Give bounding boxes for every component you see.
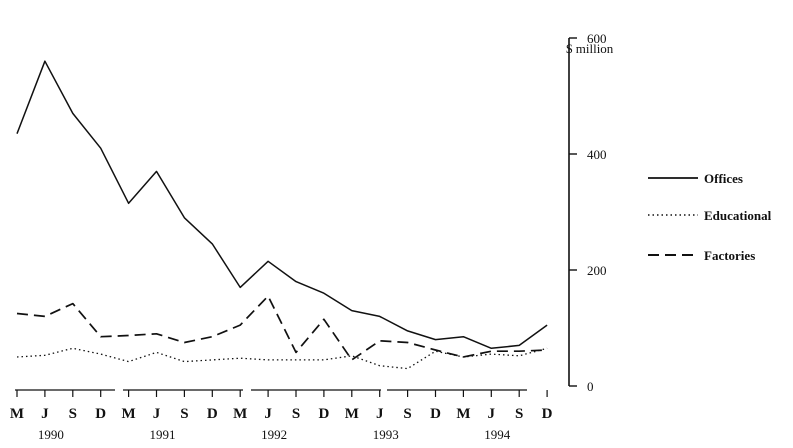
x-tick-label: S <box>403 406 411 422</box>
legend-label-educational: Educational <box>704 208 772 223</box>
x-tick-label: J <box>153 406 161 422</box>
x-tick-label: S <box>292 406 300 422</box>
y-tick-label: 600 <box>587 31 607 46</box>
y-axis-unit-label: $ million <box>566 41 614 56</box>
year-label: 1991 <box>150 427 176 442</box>
legend-label-factories: Factories <box>704 248 755 263</box>
x-tick-label: M <box>456 406 470 422</box>
x-tick-label: J <box>264 406 272 422</box>
x-tick-label: S <box>180 406 188 422</box>
y-tick-label: 200 <box>587 263 607 278</box>
legend-label-offices: Offices <box>704 171 743 186</box>
y-tick-label: 0 <box>587 379 594 394</box>
x-tick-label: S <box>515 406 523 422</box>
year-label: 1990 <box>38 427 64 442</box>
year-label: 1993 <box>373 427 399 442</box>
x-tick-label: D <box>430 406 441 422</box>
x-tick-label: D <box>207 406 218 422</box>
series-line-factories <box>16 295 548 361</box>
x-tick-label: S <box>69 406 77 422</box>
year-label: 1994 <box>484 427 511 442</box>
x-tick-label: M <box>233 406 247 422</box>
series-line-educational <box>16 347 548 370</box>
x-tick-label: M <box>122 406 136 422</box>
y-tick-label: 400 <box>587 147 607 162</box>
x-tick-label: J <box>488 406 496 422</box>
x-tick-label: M <box>345 406 359 422</box>
x-tick-label: D <box>95 406 106 422</box>
x-tick-label: J <box>376 406 384 422</box>
x-tick-label: D <box>542 406 553 422</box>
x-tick-label: M <box>10 406 24 422</box>
x-tick-label: J <box>41 406 49 422</box>
x-tick-label: D <box>318 406 329 422</box>
year-label: 1992 <box>261 427 287 442</box>
series-line-offices <box>16 60 548 350</box>
